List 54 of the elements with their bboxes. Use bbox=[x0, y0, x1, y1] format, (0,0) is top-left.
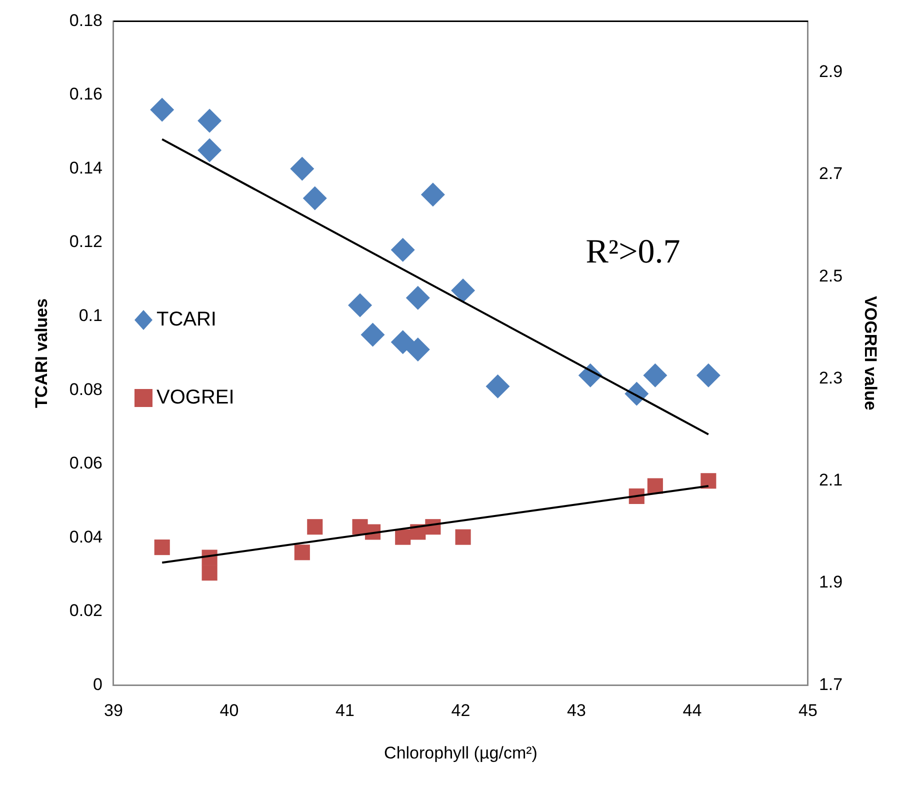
legend-label: TCARI bbox=[156, 308, 216, 331]
point bbox=[294, 544, 310, 560]
y-tick-label: 0.14 bbox=[69, 158, 102, 178]
y2-tick-label: 1.9 bbox=[818, 572, 843, 592]
annotation: R²>0.7 bbox=[586, 234, 680, 271]
y2-tick-label: 2.1 bbox=[818, 470, 843, 490]
y-axis-title: TCARI values bbox=[32, 298, 51, 408]
y-tick-label: 0.06 bbox=[69, 454, 102, 473]
point bbox=[198, 108, 222, 133]
y2-tick-label: 1.7 bbox=[818, 674, 843, 694]
x-tick-label: 39 bbox=[104, 701, 123, 720]
point bbox=[395, 529, 411, 545]
y-tick-label: 0.16 bbox=[69, 84, 102, 104]
point bbox=[154, 540, 170, 556]
x-axis-title: Chlorophyll (µg/cm²) bbox=[384, 743, 538, 762]
x-tick-label: 43 bbox=[567, 701, 586, 720]
point bbox=[202, 565, 218, 581]
point bbox=[643, 363, 668, 388]
point bbox=[307, 519, 323, 535]
legend-label: VOGREI bbox=[156, 386, 234, 409]
y-tick-label: 0.04 bbox=[69, 527, 102, 546]
y-tick-label: 0.12 bbox=[69, 232, 102, 252]
point bbox=[390, 238, 415, 262]
x-tick-label: 45 bbox=[798, 701, 818, 720]
y2-tick-label: 2.7 bbox=[818, 164, 843, 184]
point bbox=[486, 374, 510, 398]
point bbox=[647, 478, 663, 494]
point bbox=[700, 473, 716, 489]
x-tick-label: 44 bbox=[682, 701, 702, 720]
point bbox=[290, 156, 314, 181]
point bbox=[420, 182, 445, 207]
x-tick-label: 40 bbox=[220, 701, 239, 720]
x-tick-label: 42 bbox=[451, 701, 470, 720]
y-tick-label: 0.18 bbox=[69, 10, 102, 30]
point bbox=[360, 322, 385, 347]
y-tick-label: 0.02 bbox=[69, 601, 102, 620]
y2-tick-label: 2.3 bbox=[818, 368, 843, 388]
point bbox=[150, 98, 174, 122]
y-tick-label: 0 bbox=[93, 674, 102, 694]
point bbox=[406, 286, 430, 310]
point bbox=[455, 529, 471, 545]
y2-tick-label: 2.9 bbox=[818, 62, 843, 81]
y-tick-label: 0.08 bbox=[69, 380, 102, 399]
y2-axis-title: VOGREI value bbox=[861, 296, 880, 410]
point bbox=[348, 293, 372, 318]
y2-tick-label: 2.5 bbox=[818, 266, 843, 286]
point bbox=[390, 330, 415, 354]
point bbox=[302, 186, 327, 210]
point bbox=[406, 338, 430, 362]
point bbox=[451, 278, 476, 302]
point bbox=[198, 138, 222, 162]
x-tick-label: 41 bbox=[336, 701, 354, 720]
y-tick-label: 0.1 bbox=[78, 306, 102, 325]
point bbox=[696, 363, 720, 388]
